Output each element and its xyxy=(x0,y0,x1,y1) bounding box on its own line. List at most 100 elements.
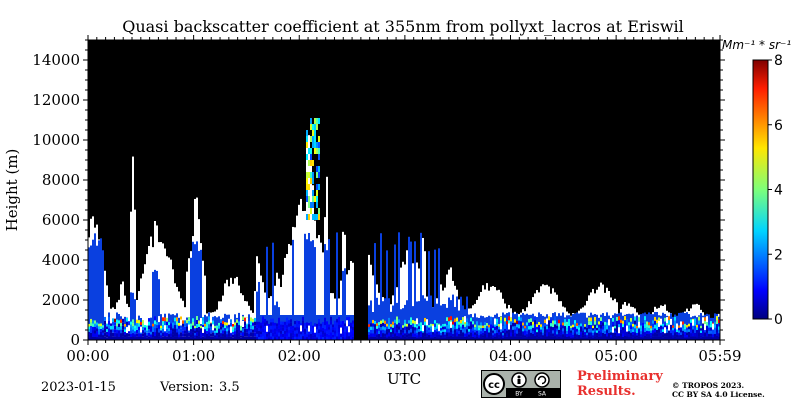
boundary-layer-cell xyxy=(204,334,206,338)
boundary-layer-cell xyxy=(598,336,600,340)
boundary-layer-cell xyxy=(716,324,718,329)
cloud-hole xyxy=(158,316,160,323)
boundary-layer-cell xyxy=(214,330,216,333)
boundary-layer-cell xyxy=(534,320,536,325)
signal-column xyxy=(96,245,98,340)
boundary-layer-cell xyxy=(276,331,278,335)
boundary-layer-cell xyxy=(240,332,242,336)
boundary-layer-cell xyxy=(142,330,144,334)
masked-column xyxy=(412,263,414,340)
boundary-layer-cell xyxy=(258,327,260,331)
boundary-layer-cell xyxy=(506,321,508,325)
boundary-layer-cell xyxy=(294,330,296,334)
boundary-layer-cell xyxy=(660,332,662,337)
boundary-layer-cell xyxy=(336,336,338,340)
boundary-layer-cell xyxy=(416,332,418,336)
boundary-layer-cell xyxy=(690,322,692,327)
boundary-layer-cell xyxy=(374,330,376,334)
boundary-layer-cell xyxy=(678,337,680,340)
boundary-layer-cell xyxy=(542,337,544,340)
boundary-layer-cell xyxy=(628,334,630,338)
boundary-layer-cell xyxy=(422,337,424,340)
boundary-layer-cell xyxy=(480,328,482,332)
boundary-layer-cell xyxy=(668,320,670,325)
signal-column xyxy=(200,249,202,340)
boundary-layer-cell xyxy=(236,326,238,330)
boundary-layer-cell xyxy=(220,319,222,323)
boundary-layer-cell xyxy=(408,330,410,334)
boundary-layer-cell xyxy=(536,334,538,338)
boundary-layer-cell xyxy=(108,328,110,333)
masked-column xyxy=(404,264,406,340)
boundary-layer-cell xyxy=(96,322,98,326)
boundary-layer-cell xyxy=(656,323,658,327)
boundary-layer-cell xyxy=(544,319,546,324)
boundary-layer-cell xyxy=(524,328,526,331)
boundary-layer-cell xyxy=(576,323,578,326)
boundary-layer-cell xyxy=(418,334,420,338)
boundary-layer-cell xyxy=(144,337,146,340)
signal-column xyxy=(418,301,420,340)
boundary-layer-cell xyxy=(210,329,212,334)
boundary-layer-cell xyxy=(704,328,706,333)
cirrus-cell xyxy=(314,196,316,202)
boundary-layer-cell xyxy=(536,332,538,335)
boundary-layer-cell xyxy=(566,324,568,328)
cloud-hole xyxy=(128,325,130,332)
boundary-layer-cell xyxy=(282,321,284,325)
cirrus-cell xyxy=(312,172,314,178)
boundary-layer-cell xyxy=(262,316,264,321)
boundary-layer-cell xyxy=(486,325,488,329)
boundary-layer-cell xyxy=(544,326,546,330)
boundary-layer-cell xyxy=(712,334,714,338)
boundary-layer-cell xyxy=(714,327,716,331)
boundary-layer-cell xyxy=(642,325,644,329)
boundary-layer-cell xyxy=(576,328,578,332)
boundary-layer-cell xyxy=(504,317,506,322)
boundary-layer-cell xyxy=(520,321,522,326)
boundary-layer-cell xyxy=(450,336,452,340)
boundary-layer-cell xyxy=(164,317,166,322)
boundary-layer-cell xyxy=(140,337,142,340)
cirrus-cell xyxy=(314,136,316,142)
masked-column xyxy=(166,256,168,340)
boundary-layer-cell xyxy=(332,329,334,333)
masked-column xyxy=(546,284,548,340)
boundary-layer-cell xyxy=(522,322,524,326)
boundary-layer-cell xyxy=(616,324,618,329)
boundary-layer-cell xyxy=(530,329,532,333)
boundary-layer-cell xyxy=(390,324,392,327)
boundary-layer-cell xyxy=(236,336,238,340)
boundary-layer-cell xyxy=(92,323,94,327)
boundary-layer-cell xyxy=(542,325,544,328)
boundary-layer-cell xyxy=(670,326,672,330)
boundary-layer-cell xyxy=(566,330,568,334)
boundary-layer-cell xyxy=(182,320,184,324)
cloud-hole xyxy=(188,324,190,331)
boundary-layer-cell xyxy=(492,335,494,338)
boundary-layer-cell xyxy=(558,323,560,327)
boundary-layer-cell xyxy=(588,336,590,340)
cc-license-badge[interactable]: cc BY SA xyxy=(481,370,561,398)
signal-column xyxy=(384,298,386,340)
boundary-layer-cell xyxy=(330,332,332,337)
boundary-layer-cell xyxy=(590,325,592,329)
boundary-layer-cell xyxy=(448,328,450,333)
boundary-layer-cell xyxy=(414,336,416,340)
boundary-layer-cell xyxy=(266,330,268,334)
boundary-layer-cell xyxy=(122,318,124,323)
boundary-layer-cell xyxy=(692,325,694,330)
boundary-layer-cell xyxy=(648,331,650,335)
cloud-hole xyxy=(660,318,662,325)
boundary-layer-cell xyxy=(96,334,98,338)
boundary-layer-cell xyxy=(100,337,102,340)
boundary-layer-cell xyxy=(334,320,336,325)
boundary-layer-cell xyxy=(124,323,126,327)
boundary-layer-cell xyxy=(272,332,274,337)
boundary-layer-cell xyxy=(272,322,274,326)
signal-column xyxy=(428,251,430,340)
boundary-layer-cell xyxy=(718,326,720,330)
boundary-layer-cell xyxy=(146,335,148,338)
signal-column xyxy=(422,295,424,340)
boundary-layer-cell xyxy=(144,334,146,338)
